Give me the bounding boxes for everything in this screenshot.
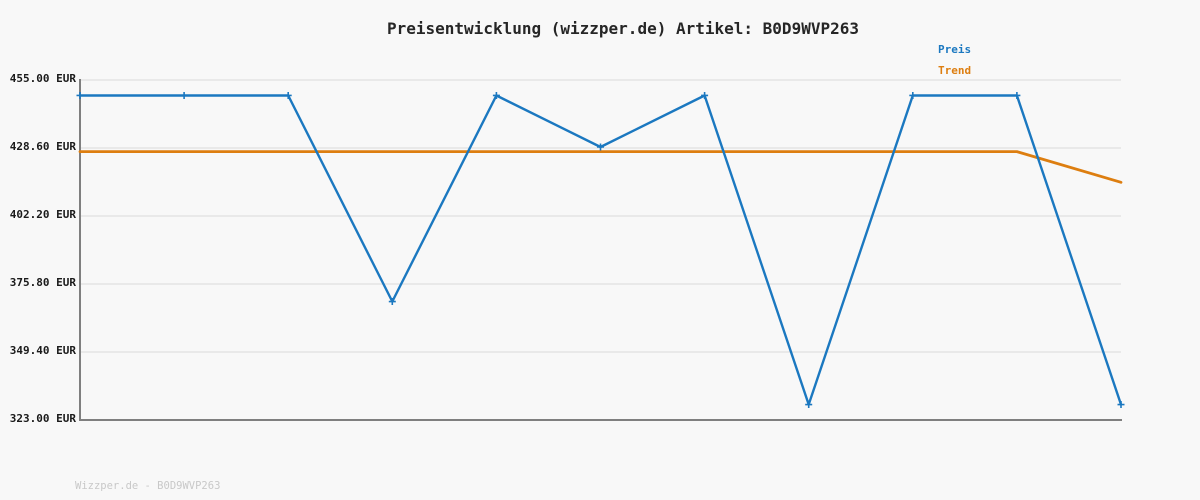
data-point-marker	[388, 298, 396, 306]
series-line-trend	[78, 150, 1123, 184]
data-point-marker	[284, 91, 292, 99]
data-point-marker	[180, 91, 188, 99]
chart-title: Preisentwicklung (wizzper.de) Artikel: B…	[386, 19, 859, 38]
legend-preis-label: Preis	[938, 43, 972, 56]
data-point-marker	[492, 91, 500, 99]
y-tick-label: 455.00 EUR	[9, 72, 76, 85]
data-point-marker	[76, 91, 84, 99]
legend: Preis Trend	[938, 39, 971, 81]
y-tick-label: 428.60 EUR	[9, 140, 76, 153]
y-tick-label: 375.80 EUR	[9, 276, 76, 289]
y-tick-label: 349.40 EUR	[9, 344, 76, 357]
data-point-marker	[701, 91, 709, 99]
data-point-marker	[1013, 91, 1021, 99]
watermark-text: Wizzper.de - B0D9WVP263	[75, 480, 221, 492]
data-point-marker	[1117, 401, 1125, 409]
legend-trend-label: Trend	[938, 64, 972, 77]
y-tick-label: 402.20 EUR	[9, 208, 76, 221]
series-line-preis	[78, 94, 1123, 406]
data-point-marker	[909, 91, 917, 99]
data-point-marker	[805, 401, 813, 409]
y-tick-label: 323.00 EUR	[9, 412, 76, 425]
data-point-marker	[597, 143, 604, 151]
